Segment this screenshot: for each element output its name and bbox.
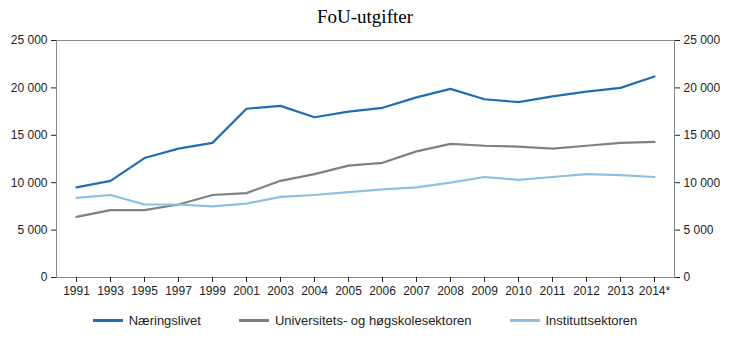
svg-text:0: 0: [41, 270, 48, 284]
html-text:Universitets- og høgskolesekto: Universitets- og høgskolesektoren: [275, 313, 472, 328]
svg-text:15 000: 15 000: [684, 128, 721, 142]
svg-text:20 000: 20 000: [11, 81, 48, 95]
svg-text:2013: 2013: [607, 284, 634, 298]
svg-text:5 000: 5 000: [17, 223, 47, 237]
svg-text:2014*: 2014*: [639, 284, 671, 298]
svg-text:1991: 1991: [63, 284, 90, 298]
html-text:FoU-utgifter: FoU-utgifter: [317, 6, 413, 27]
svg-text:1993: 1993: [97, 284, 124, 298]
svg-text:10 000: 10 000: [684, 176, 721, 190]
svg-text:2009: 2009: [471, 284, 498, 298]
svg-text:2004: 2004: [301, 284, 328, 298]
svg-text:2001: 2001: [233, 284, 260, 298]
html-text:Instituttsektoren: Instituttsektoren: [545, 313, 638, 328]
svg-text:1995: 1995: [131, 284, 158, 298]
html-text:Næringslivet: Næringslivet: [128, 313, 201, 328]
svg-text:1999: 1999: [199, 284, 226, 298]
svg-text:25 000: 25 000: [11, 33, 48, 47]
svg-text:2010: 2010: [505, 284, 532, 298]
svg-text:20 000: 20 000: [684, 81, 721, 95]
svg-text:2003: 2003: [267, 284, 294, 298]
svg-text:0: 0: [684, 270, 691, 284]
svg-text:2006: 2006: [369, 284, 396, 298]
svg-text:1997: 1997: [165, 284, 192, 298]
svg-text:2008: 2008: [437, 284, 464, 298]
svg-text:2007: 2007: [403, 284, 430, 298]
svg-text:2012: 2012: [573, 284, 600, 298]
svg-text:2005: 2005: [335, 284, 362, 298]
svg-text:10 000: 10 000: [11, 176, 48, 190]
svg-text:25 000: 25 000: [684, 33, 721, 47]
svg-text:5 000: 5 000: [684, 223, 714, 237]
svg-text:2011: 2011: [540, 284, 566, 298]
svg-text:15 000: 15 000: [11, 128, 48, 142]
